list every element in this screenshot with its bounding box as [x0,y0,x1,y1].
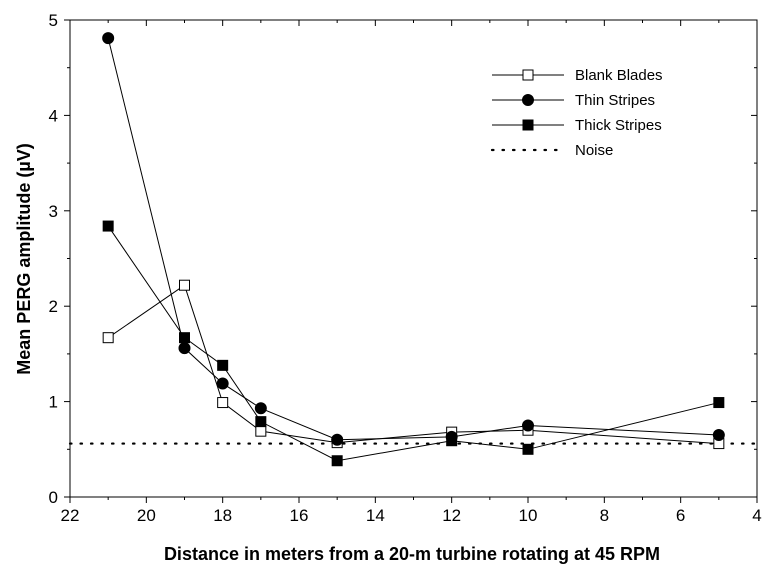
legend-label: Thick Stripes [575,117,662,134]
data-point [331,433,344,446]
data-point [179,332,190,344]
x-tick-label: 12 [442,506,461,525]
data-point [255,425,267,437]
x-tick-label: 10 [519,506,538,525]
legend-label: Noise [575,142,613,159]
series-blank-blades [102,279,725,450]
y-tick-label: 2 [49,297,58,316]
data-point [179,279,190,291]
y-tick-label: 1 [49,393,58,412]
y-tick-label: 5 [49,11,58,30]
legend-entry: Thin Stripes [492,92,655,109]
data-point [254,402,267,415]
data-point [102,32,115,45]
data-point [217,359,229,371]
data-point [522,443,534,455]
series-line [107,225,719,462]
series-thick-stripes [102,220,725,467]
x-axis-title: Distance in meters from a 20-m turbine r… [164,544,660,564]
data-point [331,455,343,467]
data-point [102,220,114,232]
legend-entry: Thick Stripes [492,117,662,134]
y-tick-label: 4 [49,106,58,125]
data-point [712,428,725,441]
data-point [217,397,229,409]
x-tick-label: 4 [752,506,761,525]
x-tick-label: 14 [366,506,385,525]
data-point [102,332,114,344]
data-point [522,419,534,432]
data-point [255,416,267,428]
legend-swatch-marker [522,69,534,81]
legend-entry: Noise [490,142,613,159]
data-point [713,397,725,409]
x-tick-label: 20 [137,506,156,525]
data-point [446,435,458,447]
y-axis-title: Mean PERG amplitude (µV) [14,143,34,374]
data-point [178,342,191,355]
x-tick-label: 18 [213,506,232,525]
y-tick-label: 3 [49,202,58,221]
legend-label: Blank Blades [575,67,663,84]
x-tick-label: 8 [600,506,609,525]
data-point [216,377,229,390]
x-tick-label: 22 [61,506,80,525]
data-series [68,32,759,467]
legend-entry: Blank Blades [492,67,663,84]
legend-swatch-marker [522,119,534,131]
x-tick-label: 6 [676,506,685,525]
x-tick-label: 16 [290,506,309,525]
legend: Blank Blades Thin Stripes Thick Stripes Noi… [490,67,663,159]
y-tick-label: 0 [49,488,58,507]
series-line [107,284,719,445]
legend-swatch-marker [522,94,534,106]
legend-label: Thin Stripes [575,92,655,109]
series-line [107,38,719,441]
